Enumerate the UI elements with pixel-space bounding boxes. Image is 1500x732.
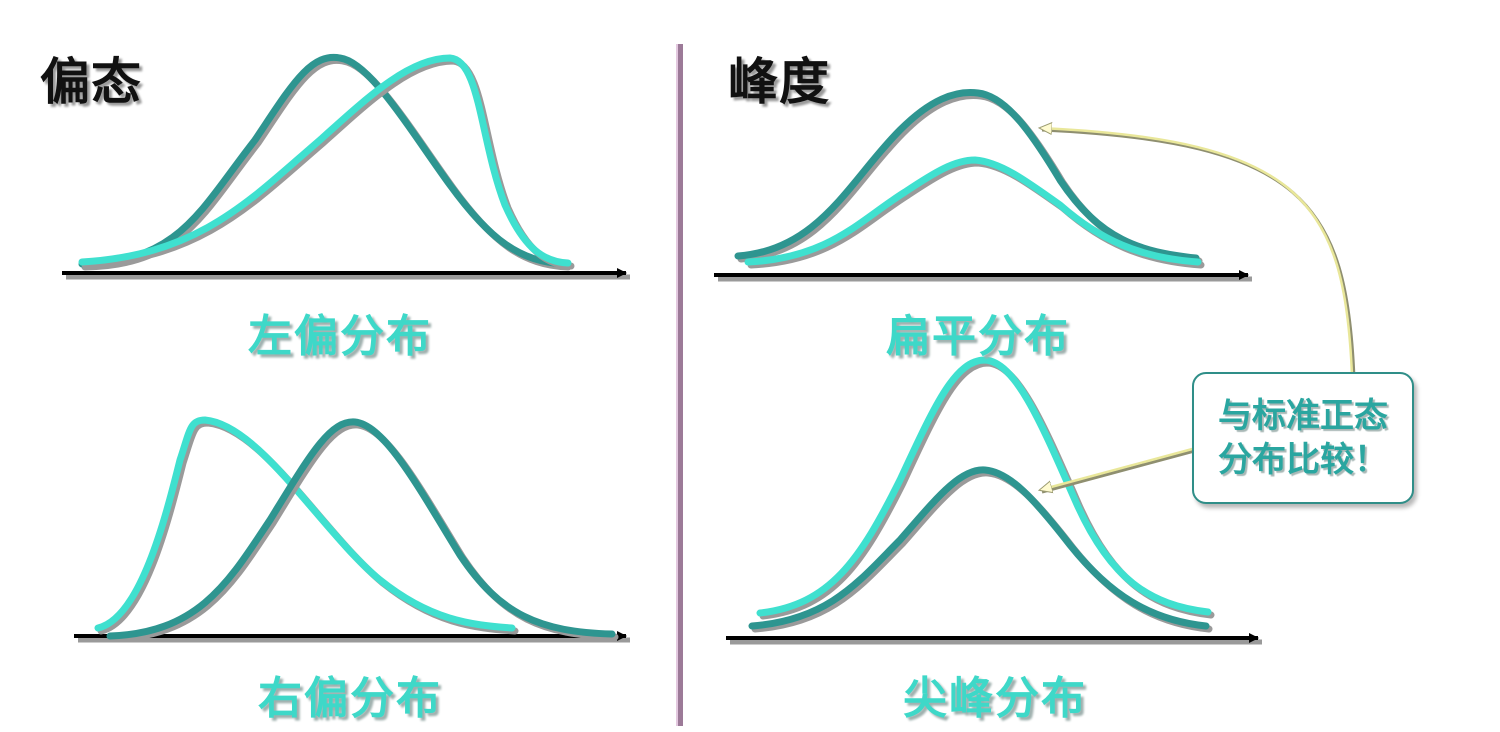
curve-right-skew bbox=[94, 416, 519, 635]
curve-peaked-standard bbox=[748, 466, 1213, 633]
caption-left-skew: 左偏分布 bbox=[248, 311, 432, 362]
panel-divider bbox=[676, 44, 683, 726]
callout-line-1: 与标准正态 bbox=[1218, 396, 1388, 436]
curve-peaked bbox=[756, 356, 1215, 620]
skewness-heading: 偏态 bbox=[40, 53, 142, 111]
curve-flat bbox=[744, 156, 1205, 269]
axis-left-skew bbox=[62, 268, 630, 280]
callout-pointer-flat bbox=[1040, 128, 1356, 379]
curve-left-skew bbox=[78, 54, 575, 270]
axis-flat bbox=[714, 270, 1252, 282]
curve-right-skew-standard bbox=[106, 418, 619, 643]
comparison-callout: 与标准正态 分布比较！ bbox=[1192, 372, 1414, 504]
callout-line-2: 分布比较！ bbox=[1218, 440, 1388, 480]
caption-peaked: 尖峰分布 bbox=[903, 673, 1087, 724]
caption-flat: 扁平分布 bbox=[886, 311, 1070, 362]
axis-peaked bbox=[726, 633, 1262, 645]
curve-left-skew-standard bbox=[78, 53, 572, 271]
kurtosis-heading: 峰度 bbox=[728, 53, 830, 111]
callout-pointer-peaked bbox=[1040, 446, 1199, 494]
curve-flat-standard bbox=[734, 89, 1203, 265]
caption-right-skew: 右偏分布 bbox=[258, 673, 442, 724]
axis-right-skew bbox=[74, 631, 630, 643]
